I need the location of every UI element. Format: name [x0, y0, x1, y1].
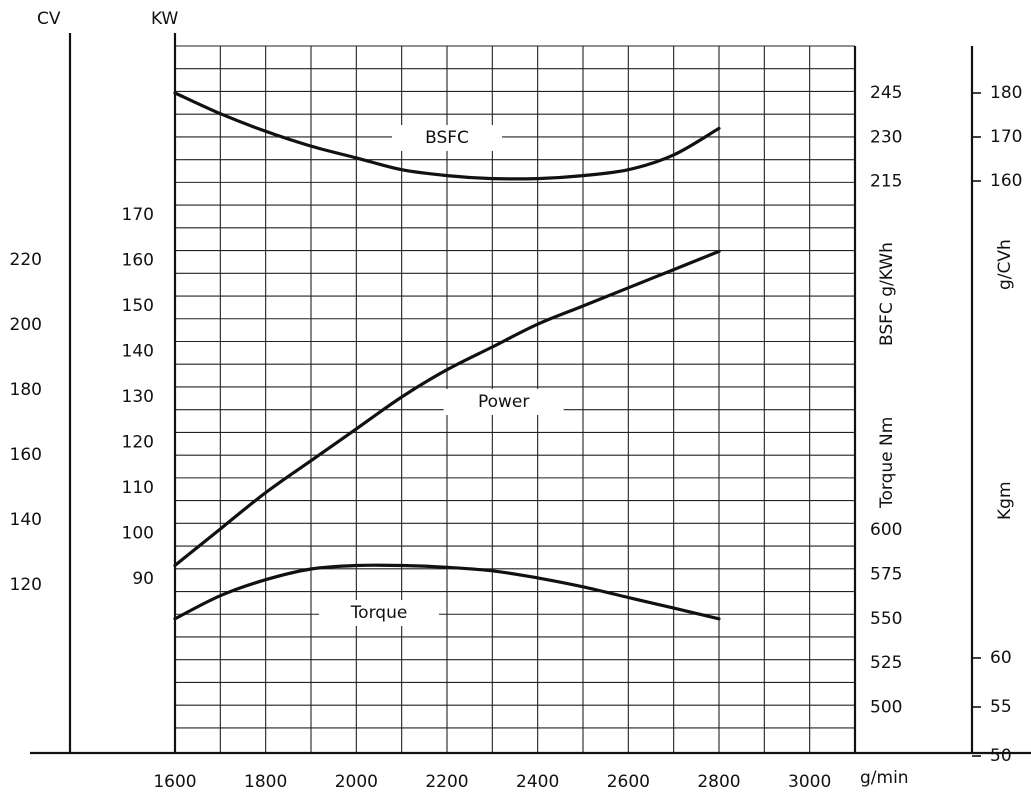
kw-tick-label: 110 — [122, 478, 154, 498]
bsfc-kwh-axis-unit: BSFC g/KWh — [877, 242, 897, 346]
x-tick-label: 2000 — [335, 772, 378, 792]
curve-label-background — [319, 600, 439, 626]
kw-tick-label: 130 — [122, 387, 154, 407]
torque-tick-label: 500 — [870, 698, 902, 718]
kw-tick-label: 170 — [122, 205, 154, 225]
series-line-bsfc — [173, 91, 721, 181]
x-tick-label: 2800 — [697, 772, 740, 792]
cv-tick-label: 140 — [10, 510, 42, 530]
kgm-tick-label: 50 — [990, 746, 1012, 766]
grid — [174, 45, 856, 753]
curves — [173, 91, 721, 621]
bsfc-cvh-tick-label: 170 — [990, 127, 1022, 147]
x-axis-unit: g/min — [860, 768, 909, 788]
bsfc-kwh-tick-label: 245 — [870, 83, 902, 103]
cv-tick-label: 220 — [10, 250, 42, 270]
x-tick-label: 3000 — [788, 772, 831, 792]
curve-label-bsfc: BSFC — [425, 128, 469, 148]
axis-lines — [30, 33, 1031, 757]
cv-tick-label: 120 — [10, 575, 42, 595]
kw-tick-label: 160 — [122, 251, 154, 271]
kgm-tick-label: 55 — [990, 697, 1012, 717]
bsfc-cvh-tick-label: 180 — [990, 83, 1022, 103]
bsfc-kwh-tick-label: 215 — [870, 172, 902, 192]
kw-tick-label: 150 — [122, 296, 154, 316]
kw-tick-label: 100 — [122, 524, 154, 544]
x-tick-label: 2200 — [425, 772, 468, 792]
cv-tick-label: 160 — [10, 445, 42, 465]
cv-tick-label: 180 — [10, 380, 42, 400]
kw-tick-label: 120 — [122, 433, 154, 453]
cv-axis-unit: CV — [37, 9, 61, 29]
bsfc-cvh-axis-unit: g/CVh — [995, 239, 1015, 290]
series-line-torque — [173, 563, 721, 621]
torque-axis-unit: Torque Nm — [877, 417, 897, 509]
series-line-power — [173, 249, 721, 567]
curve-label-background — [443, 389, 564, 415]
cv-tick-label: 200 — [10, 315, 42, 335]
curve-label-background — [392, 125, 502, 151]
kgm-tick-label: 60 — [990, 648, 1012, 668]
kgm-axis-unit: Kgm — [995, 482, 1015, 521]
torque-tick-label: 600 — [870, 520, 902, 540]
tick-labels: 1600 1800 2000 2200 2400 2600 2800 3000 90 100 110… — [10, 83, 1023, 792]
curve-label-power: Power — [478, 392, 529, 412]
kw-tick-label: 140 — [122, 342, 154, 362]
bsfc-cvh-tick-label: 160 — [990, 171, 1022, 191]
bsfc-kwh-tick-label: 230 — [870, 127, 902, 147]
x-tick-label: 2400 — [516, 772, 559, 792]
curve-label-torque: Torque — [350, 603, 408, 623]
x-tick-label: 1600 — [153, 772, 196, 792]
torque-tick-label: 550 — [870, 609, 902, 629]
kw-tick-label: 90 — [132, 569, 154, 589]
x-tick-label: 1800 — [244, 772, 287, 792]
torque-tick-label: 525 — [870, 653, 902, 673]
kw-axis-unit: KW — [151, 9, 179, 29]
torque-tick-label: 575 — [870, 564, 902, 584]
curve-labels: Power Torque BSFC — [319, 125, 564, 626]
x-tick-label: 2600 — [607, 772, 650, 792]
